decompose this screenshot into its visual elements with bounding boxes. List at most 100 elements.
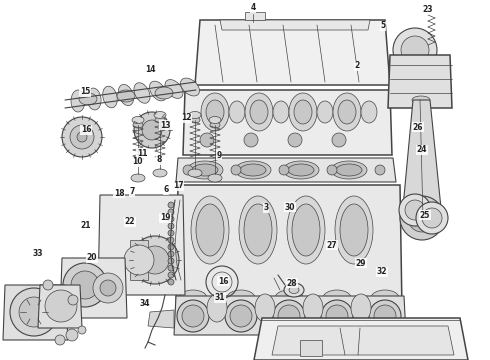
Circle shape bbox=[168, 279, 174, 285]
Ellipse shape bbox=[289, 93, 317, 131]
Ellipse shape bbox=[207, 294, 227, 322]
Ellipse shape bbox=[331, 161, 367, 179]
Ellipse shape bbox=[149, 81, 167, 101]
Circle shape bbox=[93, 273, 123, 303]
Ellipse shape bbox=[210, 122, 220, 128]
Text: 31: 31 bbox=[215, 293, 225, 302]
Ellipse shape bbox=[79, 93, 97, 105]
Ellipse shape bbox=[323, 290, 351, 306]
Ellipse shape bbox=[317, 101, 333, 123]
Circle shape bbox=[168, 258, 174, 264]
Text: 15: 15 bbox=[80, 87, 90, 96]
Circle shape bbox=[168, 223, 174, 229]
Ellipse shape bbox=[117, 90, 135, 102]
Ellipse shape bbox=[179, 290, 207, 306]
Circle shape bbox=[134, 112, 170, 148]
Ellipse shape bbox=[278, 305, 300, 327]
Text: 21: 21 bbox=[81, 220, 91, 230]
Circle shape bbox=[78, 326, 86, 334]
Circle shape bbox=[142, 120, 162, 140]
Circle shape bbox=[168, 244, 174, 250]
Text: 3: 3 bbox=[264, 203, 269, 212]
Ellipse shape bbox=[335, 196, 373, 264]
Circle shape bbox=[288, 133, 302, 147]
Text: 28: 28 bbox=[287, 279, 297, 288]
Text: 23: 23 bbox=[423, 5, 433, 14]
Ellipse shape bbox=[374, 305, 396, 327]
Ellipse shape bbox=[209, 117, 221, 123]
Circle shape bbox=[62, 117, 102, 157]
Ellipse shape bbox=[155, 117, 165, 123]
Ellipse shape bbox=[351, 294, 371, 322]
Ellipse shape bbox=[187, 161, 223, 179]
Ellipse shape bbox=[190, 117, 200, 123]
Ellipse shape bbox=[227, 290, 255, 306]
Circle shape bbox=[416, 202, 448, 234]
Ellipse shape bbox=[208, 174, 222, 182]
Text: 30: 30 bbox=[285, 202, 295, 211]
Circle shape bbox=[70, 125, 94, 149]
Circle shape bbox=[400, 196, 444, 240]
Text: 7: 7 bbox=[129, 188, 135, 197]
Ellipse shape bbox=[369, 300, 401, 332]
Ellipse shape bbox=[87, 88, 101, 110]
Circle shape bbox=[231, 165, 241, 175]
Ellipse shape bbox=[177, 300, 209, 332]
Text: 26: 26 bbox=[413, 122, 423, 131]
Ellipse shape bbox=[239, 196, 277, 264]
Circle shape bbox=[124, 245, 154, 275]
Ellipse shape bbox=[132, 117, 144, 123]
Polygon shape bbox=[3, 285, 68, 340]
Polygon shape bbox=[98, 195, 185, 295]
Ellipse shape bbox=[292, 204, 320, 256]
Ellipse shape bbox=[255, 294, 275, 322]
Text: 34: 34 bbox=[140, 298, 150, 307]
Circle shape bbox=[244, 133, 258, 147]
Ellipse shape bbox=[134, 83, 150, 103]
Polygon shape bbox=[176, 185, 402, 310]
Ellipse shape bbox=[155, 87, 173, 99]
Ellipse shape bbox=[189, 112, 201, 118]
Ellipse shape bbox=[154, 112, 166, 118]
Text: 22: 22 bbox=[125, 217, 135, 226]
Ellipse shape bbox=[283, 161, 319, 179]
Text: 11: 11 bbox=[137, 148, 147, 158]
Circle shape bbox=[405, 200, 425, 220]
Circle shape bbox=[10, 288, 58, 336]
Ellipse shape bbox=[275, 290, 303, 306]
Ellipse shape bbox=[250, 100, 268, 124]
Text: 14: 14 bbox=[145, 66, 155, 75]
Circle shape bbox=[168, 202, 174, 208]
Ellipse shape bbox=[131, 174, 145, 182]
Ellipse shape bbox=[284, 283, 304, 297]
Ellipse shape bbox=[201, 93, 229, 131]
Ellipse shape bbox=[191, 196, 229, 264]
Ellipse shape bbox=[182, 305, 204, 327]
Ellipse shape bbox=[188, 169, 202, 177]
Circle shape bbox=[131, 236, 179, 284]
Circle shape bbox=[77, 132, 87, 142]
Polygon shape bbox=[388, 55, 452, 108]
Circle shape bbox=[100, 280, 116, 296]
Polygon shape bbox=[195, 20, 390, 85]
Circle shape bbox=[408, 204, 436, 232]
Polygon shape bbox=[406, 60, 424, 80]
Text: 4: 4 bbox=[250, 4, 256, 13]
Circle shape bbox=[168, 216, 174, 222]
Ellipse shape bbox=[245, 93, 273, 131]
Text: 24: 24 bbox=[417, 145, 427, 154]
Polygon shape bbox=[130, 240, 148, 280]
Ellipse shape bbox=[333, 93, 361, 131]
Circle shape bbox=[43, 280, 53, 290]
Circle shape bbox=[19, 297, 49, 327]
Circle shape bbox=[401, 36, 429, 64]
Circle shape bbox=[66, 329, 78, 341]
Polygon shape bbox=[60, 258, 127, 318]
Circle shape bbox=[168, 272, 174, 278]
Ellipse shape bbox=[229, 101, 245, 123]
Circle shape bbox=[279, 165, 289, 175]
Text: 32: 32 bbox=[377, 267, 387, 276]
Ellipse shape bbox=[133, 122, 143, 128]
Circle shape bbox=[45, 290, 77, 322]
Ellipse shape bbox=[235, 161, 271, 179]
